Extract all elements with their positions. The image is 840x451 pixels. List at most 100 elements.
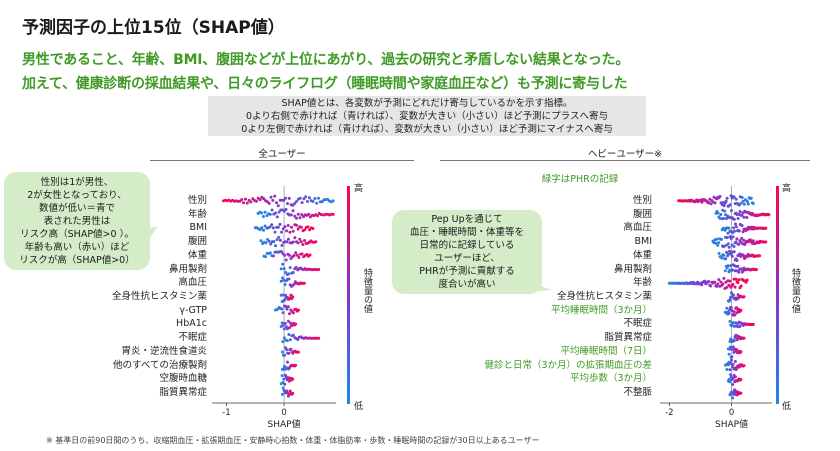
right-colorbar-high-label: 高 bbox=[782, 184, 792, 194]
right-shap-point bbox=[731, 235, 735, 239]
right-shap-point bbox=[720, 237, 723, 241]
right-panel-subtitle: 緑字はPHRの記録 bbox=[541, 174, 619, 185]
right-shap-point bbox=[745, 200, 749, 203]
left-shap-point bbox=[306, 225, 310, 229]
left-callout-line: 年齢も高い（赤い）ほど bbox=[24, 242, 130, 253]
right-shap-point bbox=[714, 241, 718, 245]
right-shap-point bbox=[717, 241, 721, 245]
left-shap-point bbox=[291, 311, 295, 315]
right-shap-point bbox=[715, 237, 719, 241]
right-shap-point bbox=[734, 368, 738, 371]
right-shap-point bbox=[728, 203, 732, 207]
left-shap-point bbox=[280, 244, 284, 247]
right-feature-label: 脂質異常症 bbox=[604, 332, 652, 344]
right-feature-label: 不整脈 bbox=[623, 387, 652, 399]
left-shap-point bbox=[279, 279, 283, 283]
left-feature-label: 空腹時血糖 bbox=[159, 373, 207, 385]
right-shap-point bbox=[731, 345, 735, 349]
left-shap-point bbox=[297, 350, 300, 354]
left-shap-point bbox=[276, 204, 280, 208]
right-shap-point bbox=[734, 277, 738, 281]
left-feature-label: 年齢 bbox=[187, 208, 207, 220]
right-shap-point bbox=[740, 236, 744, 240]
right-shap-point bbox=[732, 339, 736, 343]
left-shap-point bbox=[286, 202, 289, 205]
left-shap-point bbox=[259, 239, 263, 243]
right-callout: Pep Upを通じて 血圧・睡眠時間・体重等を 日常的に記録している ユーザーほ… bbox=[392, 210, 542, 294]
right-shap-point bbox=[739, 201, 743, 205]
left-shap-point bbox=[290, 225, 293, 229]
right-shap-point bbox=[729, 306, 733, 310]
left-shap-point bbox=[292, 282, 296, 286]
right-shap-point bbox=[739, 350, 743, 354]
right-shap-point bbox=[725, 285, 729, 289]
left-shap-point bbox=[287, 253, 291, 257]
left-shap-point bbox=[296, 227, 300, 231]
left-feature-label: 全身性抗ヒスタミン薬 bbox=[111, 291, 207, 302]
right-shap-point bbox=[731, 362, 735, 366]
left-shap-point bbox=[281, 293, 285, 297]
left-shap-point bbox=[270, 208, 274, 212]
right-shap-point bbox=[700, 283, 704, 287]
footnote: ※ 基準日の前90日間のうち、収縮期血圧・拡張期血圧・安静時心拍数・体重・体脂肪… bbox=[46, 436, 540, 445]
right-shap-point bbox=[736, 264, 740, 268]
right-shap-point bbox=[728, 298, 732, 302]
right-shap-point bbox=[734, 240, 738, 244]
right-colorbar bbox=[776, 186, 779, 404]
left-shap-point bbox=[302, 281, 306, 285]
left-shap-point bbox=[292, 254, 296, 257]
left-shap-point bbox=[300, 201, 304, 205]
left-shap-point bbox=[279, 267, 283, 271]
right-shap-point bbox=[742, 295, 746, 299]
right-panel-title: ヘビーユーザー※ bbox=[587, 149, 663, 160]
left-shap-point bbox=[271, 198, 275, 202]
left-shap-point bbox=[268, 212, 272, 216]
left-shap-point bbox=[283, 283, 287, 286]
left-shap-point bbox=[285, 339, 289, 343]
right-shap-point bbox=[700, 200, 704, 204]
right-shap-point bbox=[722, 204, 726, 208]
left-shap-point bbox=[302, 197, 306, 201]
right-shap-point bbox=[732, 245, 736, 248]
right-shap-point bbox=[725, 250, 729, 254]
left-feature-label: 他のすべての治療製剤 bbox=[113, 359, 207, 371]
left-callout-line: 性別は1が男性、 bbox=[40, 177, 114, 188]
right-shap-point bbox=[728, 279, 732, 283]
left-shap-point bbox=[277, 210, 281, 214]
left-shap-point bbox=[295, 253, 299, 257]
right-shap-point bbox=[716, 211, 720, 215]
left-shap-point bbox=[261, 215, 265, 218]
right-callout-line: 日常的に記録している bbox=[419, 240, 515, 251]
left-shap-point bbox=[278, 222, 282, 226]
right-shap-point bbox=[734, 306, 738, 310]
left-shap-point bbox=[258, 198, 262, 202]
left-feature-label: BMI bbox=[189, 222, 207, 234]
right-shap-point bbox=[742, 215, 746, 219]
right-shap-point bbox=[734, 222, 737, 226]
left-shap-point bbox=[299, 240, 303, 244]
right-shap-point bbox=[764, 240, 768, 244]
right-feature-label: 鼻用製剤 bbox=[613, 263, 652, 275]
left-shap-point bbox=[289, 213, 293, 217]
right-shap-point bbox=[730, 254, 734, 258]
left-shap-point bbox=[286, 305, 290, 309]
right-shap-point bbox=[746, 227, 750, 231]
left-shap-point bbox=[311, 200, 315, 203]
right-shap-point bbox=[739, 308, 743, 312]
left-shap-point bbox=[299, 225, 303, 229]
left-shap-point bbox=[285, 307, 289, 311]
right-shap-point bbox=[716, 243, 720, 247]
left-shap-point bbox=[294, 266, 298, 269]
right-shap-point bbox=[740, 224, 744, 227]
left-shap-point bbox=[254, 199, 258, 203]
left-shap-point bbox=[300, 213, 304, 217]
right-shap-point bbox=[737, 229, 741, 233]
left-shap-point bbox=[295, 223, 298, 227]
left-shap-point bbox=[283, 298, 287, 302]
right-shap-point bbox=[742, 336, 746, 340]
right-shap-point bbox=[751, 322, 755, 326]
left-shap-point bbox=[275, 238, 279, 242]
right-shap-point bbox=[703, 279, 707, 283]
page-title: 予測因子の上位15位（SHAP値） bbox=[22, 18, 285, 38]
